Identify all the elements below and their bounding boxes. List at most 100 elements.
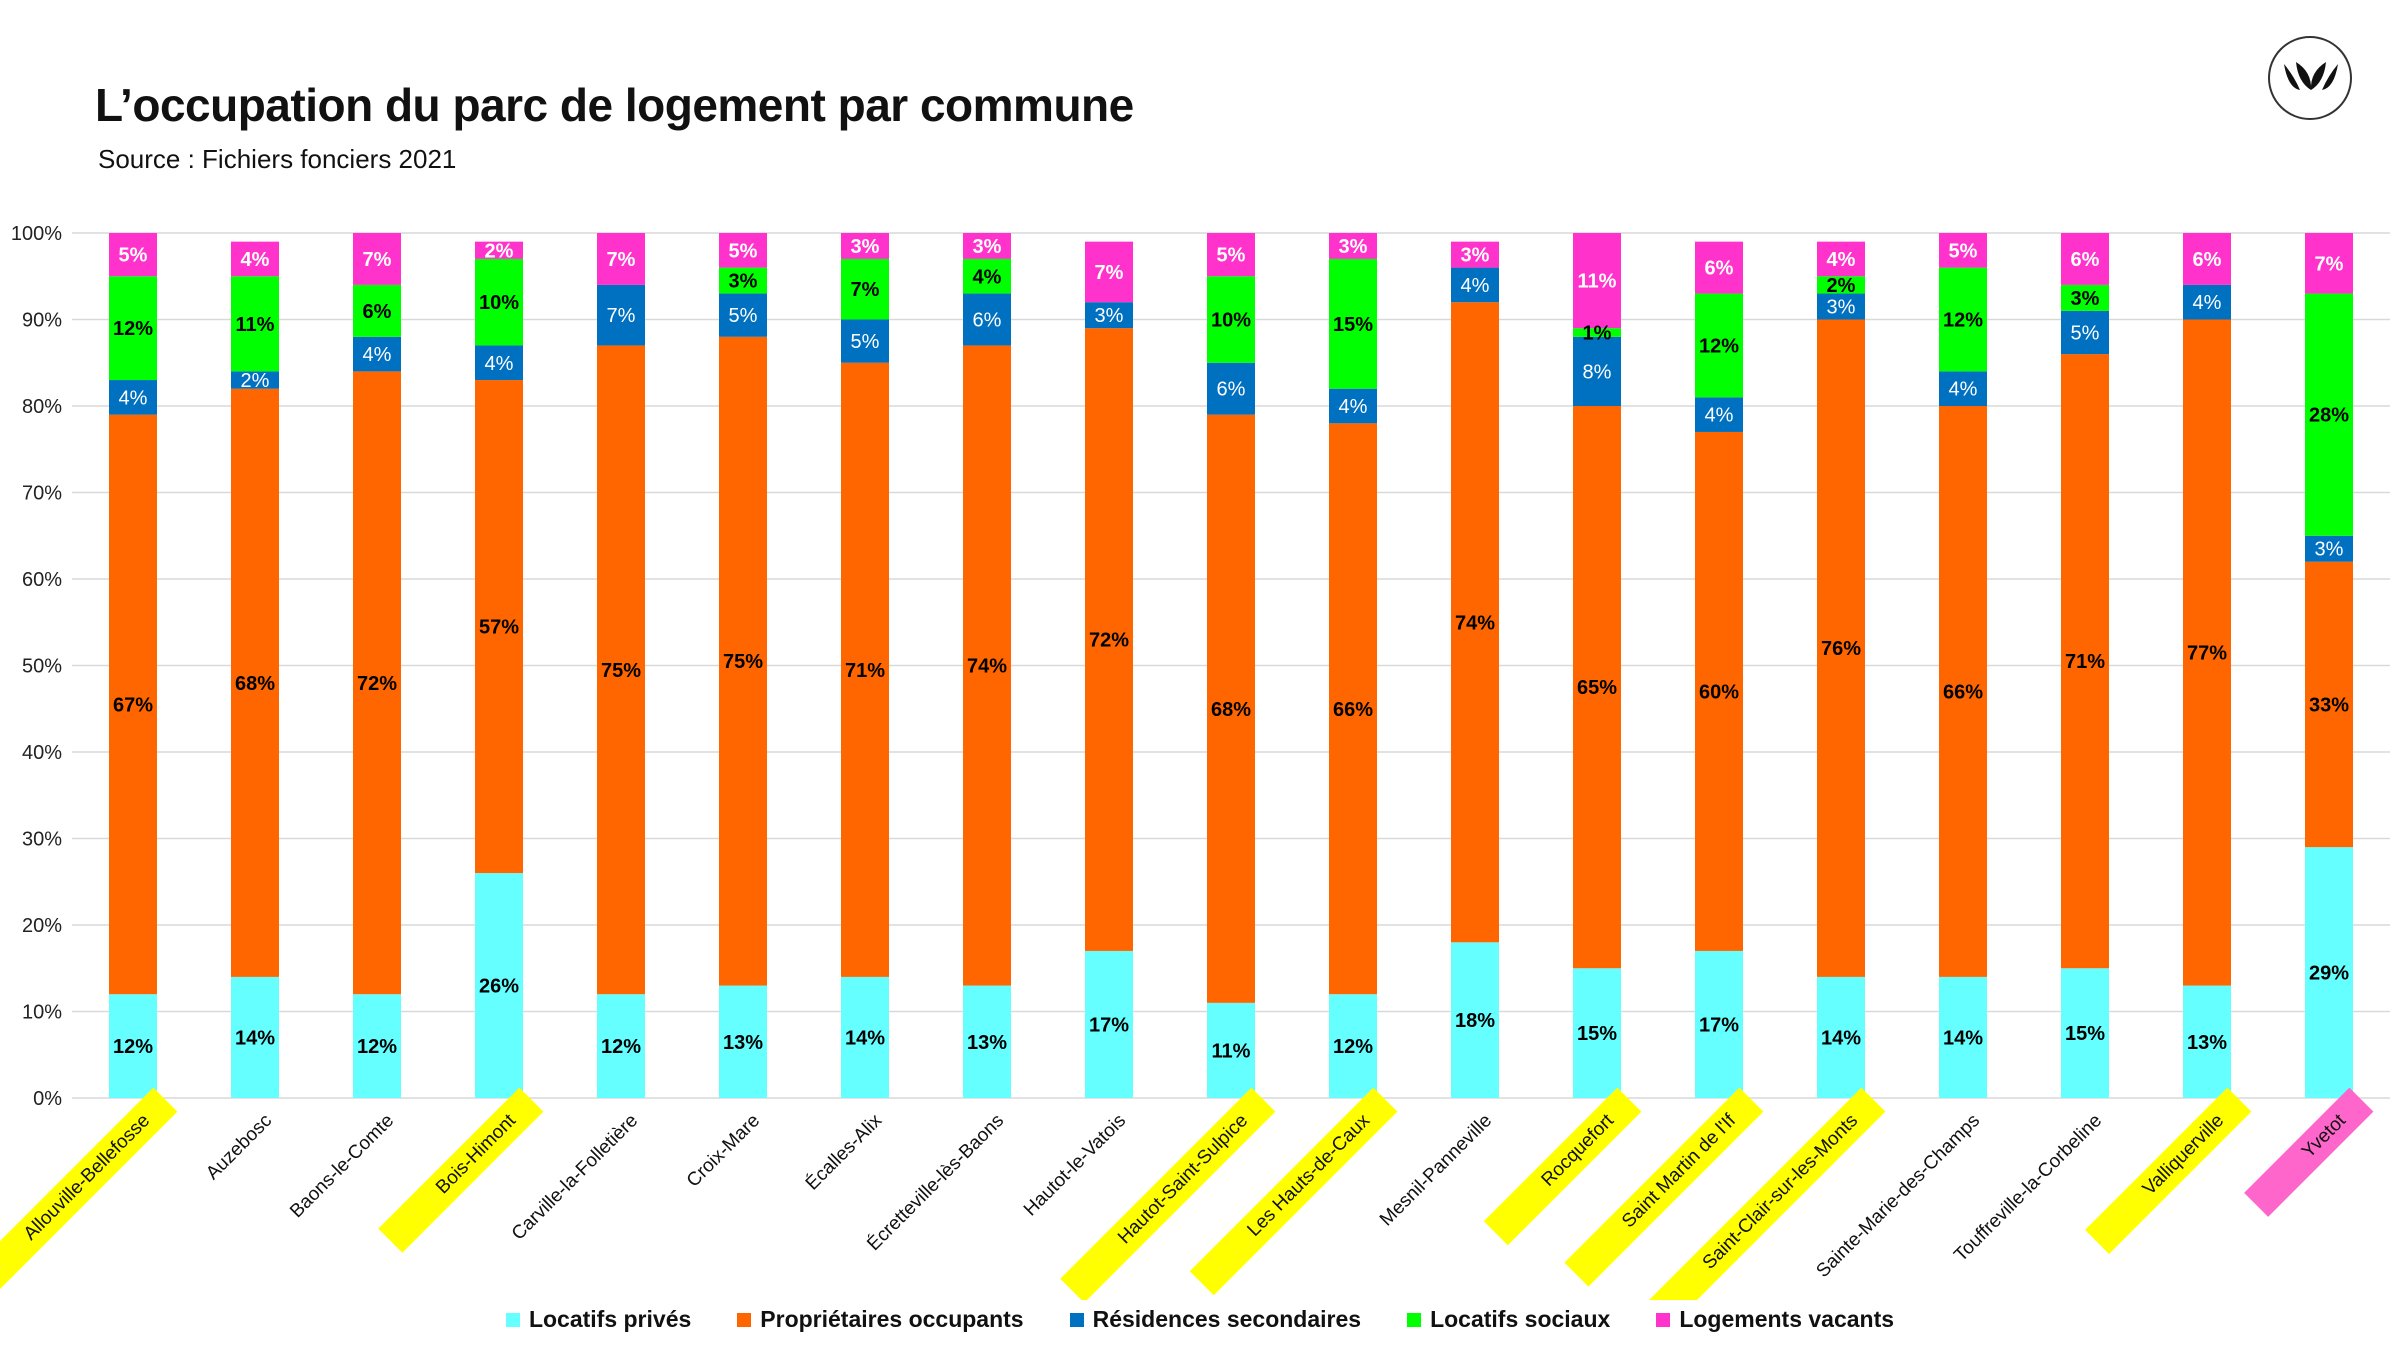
category-text: Hautot-le-Vatois (1020, 1110, 1130, 1220)
data-label: 11% (236, 314, 275, 336)
x-category-label: Allouville-Bellefosse (0, 1087, 178, 1299)
bar-segment (1695, 950, 1743, 1098)
data-label: 3% (729, 271, 758, 293)
bar-segment (353, 994, 401, 1098)
data-label: 14% (845, 1027, 885, 1049)
legend-label: Propriétaires occupants (760, 1306, 1024, 1332)
data-label: 10% (479, 292, 519, 314)
bar-segment (963, 985, 1011, 1098)
legend-item: Locatifs sociaux (1407, 1306, 1610, 1333)
bar-segment (2061, 968, 2109, 1098)
bar-segment (353, 233, 401, 285)
bar-segment (1207, 276, 1255, 363)
category-text: Allouville-Bellefosse (20, 1110, 154, 1244)
data-label: 14% (235, 1027, 275, 1049)
data-label: 28% (2309, 405, 2349, 427)
data-label: 6% (2071, 249, 2100, 271)
category-highlight (378, 1087, 544, 1253)
bar-segment (1695, 397, 1743, 432)
data-label: 66% (1943, 681, 1983, 703)
bar-segment (475, 345, 523, 381)
category-text: Rocquefort (1538, 1110, 1619, 1191)
bar-segment (2305, 535, 2353, 562)
bar-segment (1207, 414, 1255, 1003)
data-label: 72% (357, 673, 397, 695)
bar-segment (1695, 431, 1743, 951)
data-label: 75% (723, 651, 763, 673)
data-label: 76% (1821, 638, 1861, 660)
legend-swatch (505, 1312, 520, 1327)
legend-swatch (1407, 1312, 1422, 1327)
bar-segment (1695, 293, 1743, 398)
data-label: 4% (241, 249, 270, 271)
bar-segment (109, 233, 157, 277)
data-label: 7% (1095, 262, 1124, 284)
bar-segment (1451, 942, 1499, 1098)
data-label: 3% (1461, 245, 1490, 267)
y-tick-label: 40% (22, 742, 62, 764)
bar-segment (719, 336, 767, 986)
bar-segment (1451, 302, 1499, 943)
data-label: 13% (967, 1032, 1007, 1054)
data-label: 8% (1583, 361, 1612, 383)
x-category-label: Carville-la-Folletière (508, 1110, 642, 1244)
bar-segment (2061, 284, 2109, 311)
x-category-label: Mesnil-Panneville (1376, 1110, 1496, 1230)
legend-swatch (737, 1312, 752, 1327)
bar-segment (1939, 233, 1987, 268)
bar-segment (1329, 388, 1377, 424)
data-label: 66% (1333, 699, 1373, 721)
bar-segment (109, 276, 157, 381)
y-tick-label: 90% (22, 310, 62, 332)
bar-segment (2183, 319, 2231, 986)
category-highlight (0, 1087, 178, 1299)
bar-segment (841, 233, 889, 259)
data-label: 3% (1095, 305, 1124, 327)
x-category-label: Baons-le-Comte (286, 1110, 398, 1222)
bar-segment (719, 293, 767, 337)
chart-legend: Locatifs privés Propriétaires occupants Ré… (0, 1306, 2400, 1333)
data-label: 3% (851, 236, 880, 258)
category-text: Valliquerville (2139, 1110, 2228, 1199)
data-label: 5% (729, 240, 758, 262)
bar-segment (597, 284, 645, 346)
data-label: 11% (1578, 271, 1617, 293)
data-label: 65% (1577, 677, 1617, 699)
data-label: 4% (485, 353, 514, 375)
y-tick-label: 100% (11, 223, 62, 245)
data-label: 11% (1212, 1040, 1251, 1062)
category-highlight (1060, 1087, 1276, 1300)
bar-segment (231, 276, 279, 372)
data-label: 5% (2071, 322, 2100, 344)
y-tick-label: 20% (22, 915, 62, 937)
bar-segment (841, 362, 889, 977)
data-label: 18% (1455, 1010, 1495, 1032)
data-label: 7% (2315, 253, 2344, 275)
data-label: 33% (2309, 694, 2349, 716)
bar-segment (231, 371, 279, 389)
data-label: 13% (2187, 1032, 2227, 1054)
brand-logo-icon (2268, 36, 2352, 120)
chart-title: L’occupation du parc de logement par com… (95, 79, 1134, 131)
bar-segment (841, 319, 889, 363)
data-label: 5% (119, 245, 148, 267)
legend-label: Locatifs sociaux (1430, 1306, 1611, 1332)
data-label: 17% (1699, 1014, 1739, 1036)
category-text: Les Hauts-de-Caux (1243, 1110, 1374, 1241)
y-tick-label: 80% (22, 396, 62, 418)
data-label: 6% (2193, 249, 2222, 271)
data-label: 2% (485, 240, 514, 262)
data-label: 72% (1089, 630, 1129, 652)
bar-segment (1329, 258, 1377, 389)
legend-item: Résidences secondaires (1069, 1306, 1361, 1333)
data-label: 4% (1461, 275, 1490, 297)
data-label: 26% (479, 976, 519, 998)
data-label: 15% (2065, 1023, 2105, 1045)
bar-segment (1451, 267, 1499, 303)
bar-segment (1573, 336, 1621, 406)
category-text: Saint Martin de l'If (1618, 1110, 1740, 1232)
data-label: 14% (1943, 1027, 1983, 1049)
bar-segment (1939, 371, 1987, 406)
data-label: 15% (1577, 1023, 1617, 1045)
bar-segment (963, 233, 1011, 259)
